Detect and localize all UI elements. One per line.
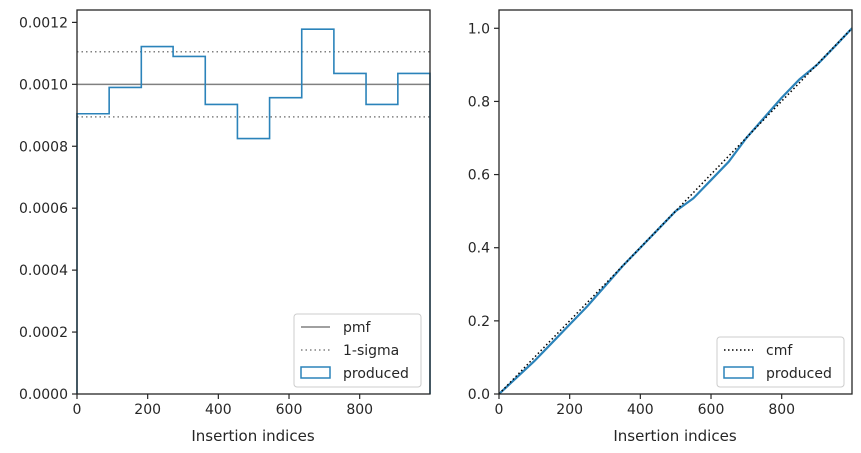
x-tick-label: 600 bbox=[276, 402, 303, 418]
histogram-x-axis-label: Insertion indices bbox=[191, 427, 314, 445]
histogram-legend: pmf 1-sigma produced bbox=[293, 313, 422, 388]
y-tick-label: 0.2 bbox=[468, 314, 490, 330]
legend-label-pmf: pmf bbox=[343, 320, 372, 336]
y-tick-label: 0.8 bbox=[468, 94, 490, 110]
histogram-chart: 0 200 400 600 800 0.00000.00020.00040.00060.… bbox=[19, 9, 431, 445]
histogram-plot-area bbox=[76, 28, 431, 394]
produced-histogram-step bbox=[76, 28, 431, 394]
legend-swatch-produced bbox=[300, 366, 331, 379]
y-tick-label: 0.0002 bbox=[19, 325, 68, 341]
y-tick-label: 0.6 bbox=[468, 168, 490, 184]
x-tick-label: 0 bbox=[73, 402, 82, 418]
cmf-line bbox=[498, 27, 853, 395]
legend-label-cmf: cmf bbox=[766, 343, 793, 359]
x-tick-label: 0 bbox=[495, 402, 504, 418]
x-tick-label: 800 bbox=[346, 402, 373, 418]
x-tick-label: 200 bbox=[556, 402, 583, 418]
cumulative-legend: cmf produced bbox=[716, 336, 845, 388]
histogram-legend-box bbox=[293, 313, 422, 388]
cumulative-frame bbox=[498, 9, 853, 395]
legend-label-produced: produced bbox=[343, 366, 409, 382]
cumulative-chart: 0 200 400 600 800 0.0 0.2 0.4 0.6 0.8 1.0 Inserti… bbox=[468, 9, 853, 445]
y-tick-label: 0.0008 bbox=[19, 139, 68, 155]
histogram-frame bbox=[76, 9, 431, 395]
y-tick-label: 1.0 bbox=[468, 21, 490, 37]
cumulative-x-axis: 0 200 400 600 800 bbox=[495, 394, 795, 418]
y-tick-label: 0.0 bbox=[468, 387, 490, 403]
y-tick-label: 0.0012 bbox=[19, 15, 68, 31]
legend-label-produced-cumulative: produced bbox=[766, 366, 832, 382]
y-tick-label: 0.0000 bbox=[19, 387, 68, 403]
y-tick-label: 0.0004 bbox=[19, 263, 68, 279]
x-tick-label: 200 bbox=[134, 402, 161, 418]
histogram-x-axis: 0 200 400 600 800 bbox=[73, 394, 373, 418]
y-tick-label: 0.0010 bbox=[19, 77, 68, 93]
legend-label-1-sigma: 1-sigma bbox=[343, 343, 399, 359]
legend-swatch-produced-cumulative bbox=[723, 366, 754, 379]
cumulative-x-axis-label: Insertion indices bbox=[613, 427, 736, 445]
produced-cumulative-line bbox=[498, 27, 853, 395]
x-tick-label: 400 bbox=[205, 402, 232, 418]
x-tick-label: 800 bbox=[768, 402, 795, 418]
cumulative-y-axis: 0.0 0.2 0.4 0.6 0.8 1.0 bbox=[468, 21, 499, 403]
histogram-y-axis: 0.0000 0.0002 0.0004 0.0006 0.0008 0.0010 0.00… bbox=[19, 15, 77, 403]
y-tick-label: 0.0006 bbox=[19, 201, 68, 217]
cumulative-plot-area bbox=[498, 27, 853, 395]
x-tick-label: 400 bbox=[627, 402, 654, 418]
y-tick-label: 0.4 bbox=[468, 241, 490, 257]
x-tick-label: 600 bbox=[698, 402, 725, 418]
